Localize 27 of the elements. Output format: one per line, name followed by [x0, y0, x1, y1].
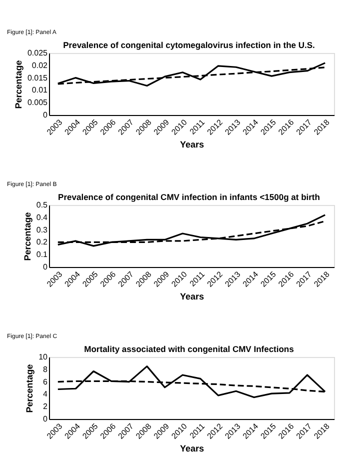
x-axis-title: Years: [180, 444, 204, 454]
y-tick-label: 0.02: [32, 60, 48, 70]
y-tick-label: 4: [43, 390, 48, 399]
y-tick-label: 0: [43, 262, 48, 272]
y-tick-label: 0: [43, 110, 48, 120]
y-tick-label: 0.4: [36, 212, 48, 222]
y-axis-title: Percentage: [24, 364, 35, 413]
y-tick-label: 6: [43, 377, 48, 386]
chart-title: Prevalence of congenital CMV infection in infants <1500g at birth: [58, 192, 320, 202]
y-tick-label: 0.005: [27, 98, 48, 108]
y-tick-label: 0.5: [36, 200, 48, 210]
y-tick-label: 0.01: [32, 86, 48, 95]
y-tick-label: 0.025: [27, 48, 48, 58]
x-axis-title: Years: [180, 292, 204, 302]
y-tick-label: 0.2: [36, 238, 48, 247]
chart-title: Prevalence of congenital cytomegalovirus infection in the U.S.: [63, 40, 315, 50]
y-axis-title: Percentage: [13, 60, 24, 109]
y-tick-label: 2: [43, 402, 48, 412]
y-tick-label: 0: [43, 414, 48, 424]
y-tick-label: 10: [38, 352, 48, 362]
y-tick-label: 0.015: [27, 73, 48, 82]
y-tick-label: 8: [43, 364, 48, 374]
chart-title: Mortality associated with congenital CMV Infections: [84, 344, 294, 354]
y-tick-label: 0.1: [36, 250, 48, 260]
x-axis-title: Years: [180, 140, 204, 150]
y-axis-title: Percentage: [22, 212, 32, 261]
y-tick-label: 0.3: [36, 225, 48, 234]
